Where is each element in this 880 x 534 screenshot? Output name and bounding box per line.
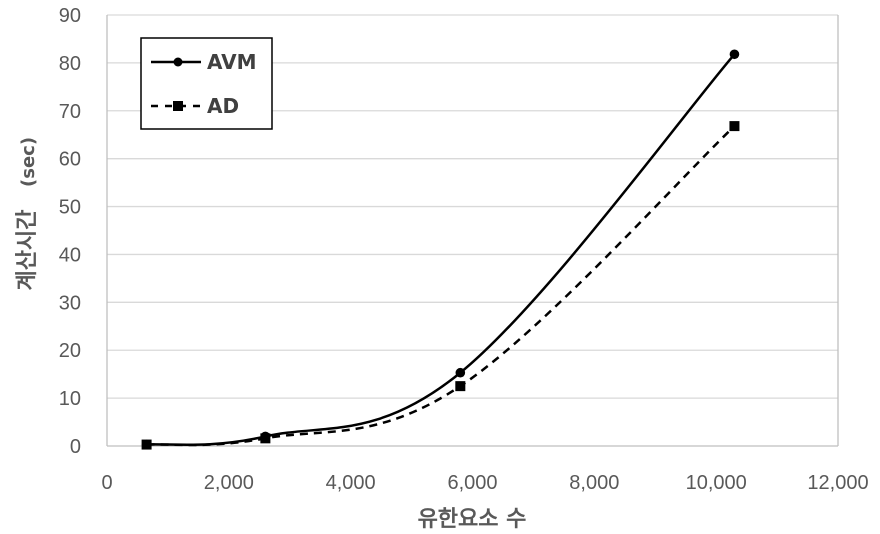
data-point-square (141, 439, 152, 450)
square-marker-icon (173, 101, 183, 111)
y-tick-label: 90 (59, 5, 81, 27)
y-tick-label: 0 (70, 436, 81, 458)
y-axis-ticks: 0 10 20 30 40 50 60 70 80 90 (59, 5, 81, 458)
y-tick-label: 80 (59, 53, 81, 75)
x-axis-ticks: 0 2,000 4,000 6,000 8,000 10,000 12,000 (101, 472, 868, 494)
x-tick-label: 2,000 (204, 472, 254, 494)
legend-box (140, 37, 273, 130)
x-tick-label: 0 (101, 472, 112, 494)
x-tick-label: 10,000 (686, 472, 747, 494)
x-tick-label: 12,000 (807, 472, 868, 494)
legend: AVM AD (140, 37, 273, 130)
data-series (141, 49, 740, 450)
legend-label-avm: AVM (207, 50, 257, 74)
y-tick-label: 10 (59, 388, 81, 410)
x-tick-label: 4,000 (326, 472, 376, 494)
y-axis-title-main: 계산시간 (15, 210, 40, 291)
y-axis-title-unit: (sec) (18, 137, 39, 187)
series-line (146, 125, 736, 447)
x-tick-label: 8,000 (569, 472, 619, 494)
y-tick-label: 30 (59, 292, 81, 314)
legend-label-ad: AD (207, 94, 239, 118)
y-tick-label: 40 (59, 244, 81, 266)
data-point-circle (729, 49, 740, 60)
y-axis-title: 계산시간 (sec) (15, 137, 40, 291)
y-tick-label: 20 (59, 340, 81, 362)
legend-item-ad: AD (151, 94, 239, 118)
x-axis-title: 유한요소 수 (418, 507, 527, 532)
series-ad (141, 121, 740, 450)
axes (106, 15, 839, 447)
data-point-square (729, 121, 740, 132)
y-tick-label: 60 (59, 149, 81, 171)
data-point-circle (455, 367, 466, 378)
data-point-square (260, 433, 271, 444)
legend-item-avm: AVM (151, 50, 257, 74)
y-tick-label: 70 (59, 101, 81, 123)
x-tick-label: 6,000 (447, 472, 497, 494)
data-point-square (455, 381, 466, 392)
y-tick-label: 50 (59, 197, 81, 219)
circle-marker-icon (173, 57, 183, 67)
